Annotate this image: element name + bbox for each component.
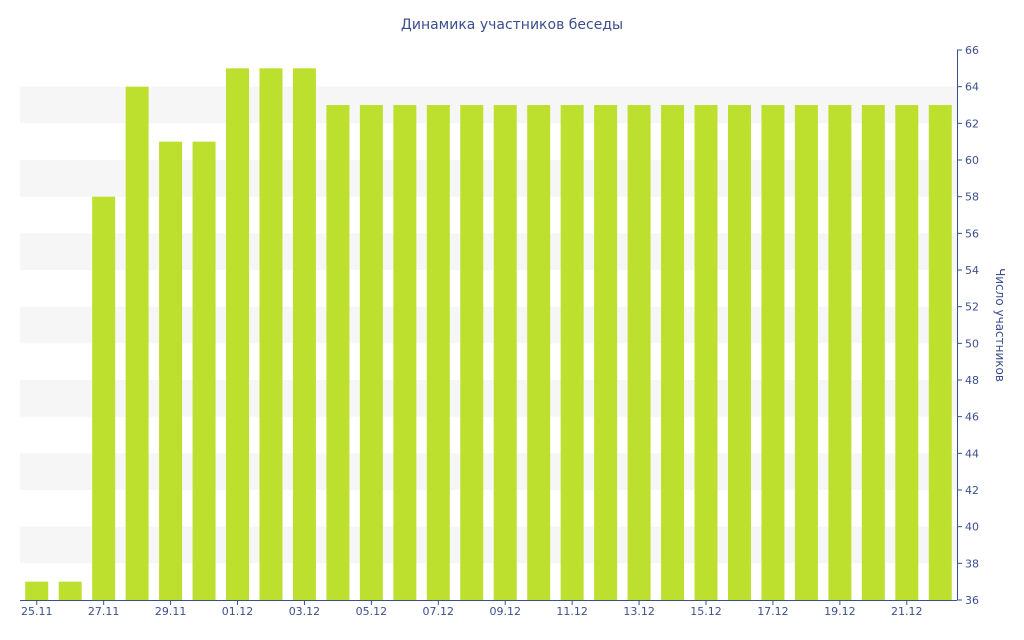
x-tick-label: 05.12 — [356, 605, 388, 618]
bar-11.12 — [560, 105, 584, 600]
bar-26.11 — [58, 581, 82, 600]
y-tick-label: 52 — [965, 301, 979, 314]
bars-group — [25, 68, 952, 601]
bar-12.12 — [594, 105, 618, 600]
bar-06.12 — [393, 105, 417, 600]
bar-02.12 — [259, 68, 283, 600]
bar-13.12 — [627, 105, 651, 600]
chart-title: Динамика участников беседы — [401, 17, 623, 33]
bar-03.12 — [292, 68, 316, 600]
x-tick-label: 21.12 — [891, 605, 923, 618]
bar-16.12 — [727, 105, 751, 600]
bar-15.12 — [694, 105, 718, 600]
x-tick-label: 01.12 — [222, 605, 254, 618]
x-tick-label: 13.12 — [623, 605, 655, 618]
bar-14.12 — [661, 105, 685, 600]
y-tick-label: 36 — [965, 594, 979, 607]
x-tick-label: 07.12 — [423, 605, 455, 618]
y-tick-label: 40 — [965, 521, 979, 534]
bar-20.12 — [861, 105, 885, 600]
y-tick-label: 58 — [965, 191, 979, 204]
y-tick-label: 60 — [965, 154, 979, 167]
bar-10.12 — [527, 105, 551, 600]
y-axis-title: Число участников — [993, 268, 1007, 382]
bar-01.12 — [226, 68, 250, 600]
bar-27.11 — [92, 196, 116, 601]
bar-08.12 — [460, 105, 484, 600]
y-tick-label: 46 — [965, 411, 979, 424]
y-tick-label: 38 — [965, 557, 979, 570]
y-tick-label: 56 — [965, 227, 979, 240]
x-tick-label: 15.12 — [690, 605, 722, 618]
bar-05.12 — [359, 105, 383, 600]
bar-18.12 — [794, 105, 818, 600]
y-tick-label: 64 — [965, 81, 979, 94]
bar-09.12 — [493, 105, 517, 600]
x-tick-label: 09.12 — [489, 605, 521, 618]
x-axis: 25.11 27.11 29.11 01.12 03.12 05.12 07.12 09.12… — [20, 600, 957, 618]
bar-30.11 — [192, 141, 216, 601]
x-tick-label: 25.11 — [21, 605, 53, 618]
bar-07.12 — [426, 105, 450, 600]
y-tick-label: 44 — [965, 447, 979, 460]
x-tick-label: 27.11 — [88, 605, 120, 618]
bar-21.12 — [895, 105, 919, 600]
y-tick-label: 42 — [965, 484, 979, 497]
y-tick-label: 66 — [965, 44, 979, 57]
bar-28.11 — [125, 86, 149, 601]
y-tick-label: 50 — [965, 337, 979, 350]
bar-19.12 — [828, 105, 852, 600]
bar-04.12 — [326, 105, 350, 600]
y-axis: 36 38 40 42 44 46 48 50 52 54 56 58 60 62 64 66 — [957, 44, 979, 607]
x-tick-label: 03.12 — [289, 605, 321, 618]
bar-29.11 — [159, 141, 183, 601]
x-tick-label: 17.12 — [757, 605, 789, 618]
y-tick-label: 62 — [965, 117, 979, 130]
y-tick-label: 54 — [965, 264, 979, 277]
bar-22.12 — [928, 105, 952, 600]
bar-17.12 — [761, 105, 785, 600]
y-tick-label: 48 — [965, 374, 979, 387]
x-tick-label: 11.12 — [556, 605, 588, 618]
x-tick-label: 19.12 — [824, 605, 856, 618]
x-tick-label: 29.11 — [155, 605, 187, 618]
bar-25.11 — [25, 581, 49, 600]
